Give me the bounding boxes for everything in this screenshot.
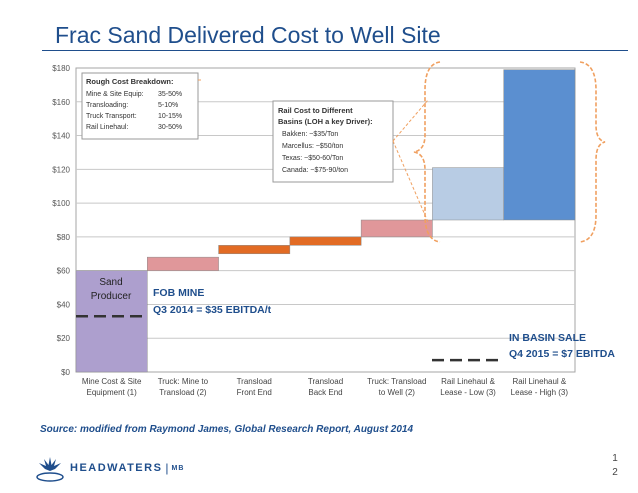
bar <box>503 69 576 221</box>
in-basin-line-1: IN BASIN SALE <box>509 332 586 344</box>
x-tick-label: Lease - Low (3) <box>440 388 496 397</box>
fob-mine-line-1: FOB MINE <box>153 287 204 299</box>
page-number-digit: 2 <box>612 467 618 478</box>
fob-mine-line-2: Q3 2014 = $35 EBITDA/t <box>153 304 272 316</box>
bar <box>147 256 219 271</box>
x-tick-label: Transload (2) <box>159 388 207 397</box>
range-bracket-right-icon <box>579 61 606 243</box>
fob-mine-annotation: FOB MINE Q3 2014 = $35 EBITDA/t <box>153 287 272 316</box>
rail-cost-item: Texas: ~$50-60/Ton <box>282 155 343 162</box>
x-tick-label: Truck: Mine to <box>158 377 209 386</box>
splash-logo-icon <box>36 457 64 482</box>
page-number: 1 2 <box>608 452 622 480</box>
y-tick-label: $100 <box>52 199 70 208</box>
logo-separator: | <box>165 461 169 475</box>
x-tick-label: Transload <box>237 377 272 386</box>
bar <box>432 167 504 221</box>
title-divider <box>42 50 628 51</box>
page-title: Frac Sand Delivered Cost to Well Site <box>55 22 441 48</box>
sand-producer-label: Sand Producer <box>91 277 132 302</box>
x-tick-label: Rail Linehaul & <box>512 377 566 386</box>
in-basin-line-2: Q4 2015 = $7 EBITDA <box>509 348 615 360</box>
y-tick-label: $120 <box>52 165 70 174</box>
cost-item-value: 5-10% <box>158 102 178 109</box>
x-tick-label: Equipment (1) <box>87 388 138 397</box>
cost-item-value: 10-15% <box>158 113 182 120</box>
sand-producer-line-2: Producer <box>91 291 132 302</box>
bars <box>75 69 576 373</box>
annotation-dashes <box>76 315 504 362</box>
y-tick-label: $20 <box>57 334 71 343</box>
x-tick-label: Transload <box>308 377 343 386</box>
y-tick-label: $180 <box>52 64 70 73</box>
rail-cost-item: Bakken: ~$35/Ton <box>282 131 338 138</box>
cost-item-label: Truck Transport: <box>86 113 137 120</box>
cost-item-value: 35-50% <box>158 91 182 98</box>
y-tick-label: $160 <box>52 98 70 107</box>
x-tick-label: Front End <box>237 388 272 397</box>
page-number-digit: 1 <box>612 453 618 464</box>
rail-cost-item: Canada: ~$75-90/ton <box>282 167 348 174</box>
bar <box>289 236 362 246</box>
bar <box>360 219 433 238</box>
y-tick-label: $140 <box>52 132 70 141</box>
x-tick-labels: Mine Cost & Site Equipment (1) Truck: Mine… <box>82 377 569 397</box>
cost-breakdown-title: Rough Cost Breakdown: <box>86 77 174 86</box>
logo-wordmark: HEADWATERS <box>70 462 163 474</box>
y-tick-label: $80 <box>57 233 71 242</box>
rail-cost-title-1: Rail Cost to Different <box>278 106 353 115</box>
cost-item-label: Rail Linehaul: <box>86 124 128 131</box>
rail-cost-title-2: Basins (LOH a key Driver): <box>278 117 373 126</box>
source-note: Source: modified from Raymond James, Glo… <box>40 424 414 435</box>
y-tick-label: $0 <box>61 368 70 377</box>
callout-connectors <box>198 79 429 223</box>
x-tick-label: Lease - High (3) <box>511 388 569 397</box>
bar <box>218 245 291 255</box>
logo-suffix: MB <box>171 464 185 472</box>
in-basin-annotation: IN BASIN SALE Q4 2015 = $7 EBITDA <box>509 332 615 360</box>
cost-item-label: Mine & Site Equip: <box>86 91 144 98</box>
x-tick-label: Back End <box>308 388 342 397</box>
y-tick-label: $40 <box>57 300 71 309</box>
range-bracket-icon <box>413 61 441 243</box>
rail-cost-item: Marcellus: ~$50/ton <box>282 143 343 150</box>
rail-cost-box: Rail Cost to Different Basins (LOH a key… <box>272 100 394 183</box>
bar <box>75 270 148 373</box>
cost-item-value: 30-50% <box>158 124 182 131</box>
sand-producer-line-1: Sand <box>99 277 122 288</box>
cost-breakdown-box: Rough Cost Breakdown: Mine & Site Equip:… <box>81 72 199 140</box>
y-tick-labels: $0 $20 $40 $60 $80 $100 $120 $140 $160 $180 <box>52 64 70 377</box>
x-tick-label: Mine Cost & Site <box>82 377 142 386</box>
x-tick-label: Rail Linehaul & <box>441 377 495 386</box>
x-tick-label: to Well (2) <box>379 388 416 397</box>
x-tick-label: Truck: Transload <box>367 377 426 386</box>
waterfall-chart: $0 $20 $40 $60 $80 $100 $120 $140 $160 $180 Mine … <box>52 61 615 397</box>
cost-item-label: Transloading: <box>86 102 128 109</box>
y-tick-label: $60 <box>57 267 71 276</box>
company-logo: HEADWATERS | MB <box>34 453 184 483</box>
